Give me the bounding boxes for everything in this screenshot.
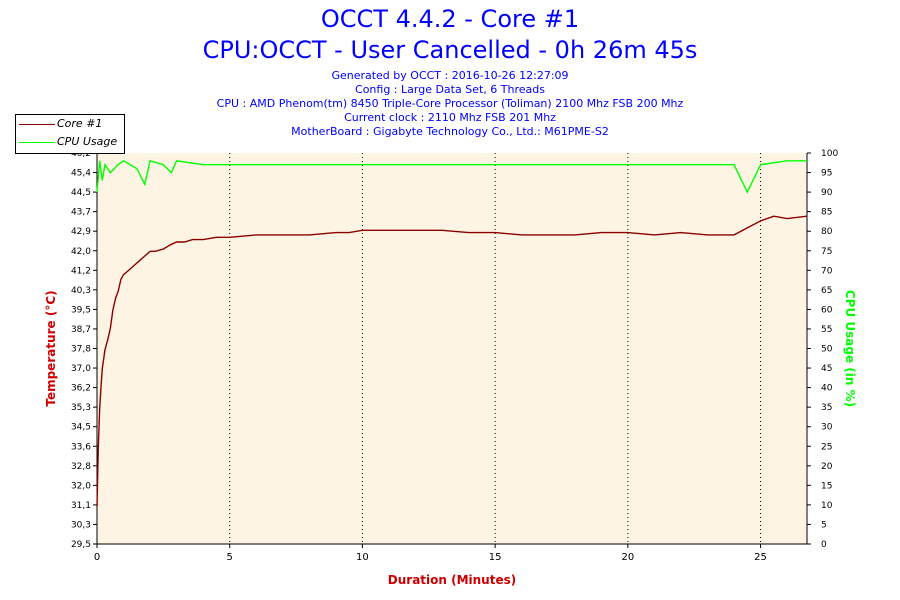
x-tick-label: 10 xyxy=(356,552,369,563)
x-tick-label: 15 xyxy=(489,552,502,563)
y-left-tick-label: 45,4 xyxy=(71,169,91,179)
legend-label-cpu-usage: CPU Usage xyxy=(57,135,118,148)
y-left-tick-label: 33,6 xyxy=(71,442,91,452)
x-tick-label: 0 xyxy=(94,552,100,563)
chart-title-line2: CPU:OCCT - User Cancelled - 0h 26m 45s xyxy=(202,36,698,64)
x-tick-label: 20 xyxy=(621,552,634,563)
x-tick-label: 5 xyxy=(227,552,233,563)
y-right-tick-label: 30 xyxy=(821,423,833,433)
y-right-tick-label: 45 xyxy=(821,364,832,374)
legend-item-core1: Core #1 xyxy=(16,116,124,132)
y-right-tick-label: 40 xyxy=(821,384,833,394)
y-right-tick-label: 75 xyxy=(821,247,832,257)
y-left-tick-label: 29,5 xyxy=(71,540,91,550)
y-right-tick-label: 100 xyxy=(821,149,838,159)
y-left-tick-label: 42,9 xyxy=(71,227,91,237)
y-right-tick-label: 35 xyxy=(821,403,832,413)
plot-area xyxy=(97,153,807,544)
y-right-tick-label: 85 xyxy=(821,208,832,218)
series-line-core1 xyxy=(96,215,808,507)
y-left-axis-label: Temperature (°C) xyxy=(44,290,58,406)
cpu-info: CPU : AMD Phenom(tm) 8450 Triple-Core Pr… xyxy=(216,97,684,110)
x-tick-label: 25 xyxy=(754,552,767,563)
y-left-tick-label: 36,2 xyxy=(71,384,91,394)
y-left-tick-label: 30,3 xyxy=(71,520,91,530)
y-right-tick-label: 5 xyxy=(821,520,827,530)
clock-info: Current clock : 2110 Mhz FSB 201 Mhz xyxy=(344,111,556,124)
y-left-tick-label: 42,0 xyxy=(71,247,91,257)
chart-title-line1: OCCT 4.4.2 - Core #1 xyxy=(320,5,580,33)
y-right-tick-label: 0 xyxy=(821,540,827,550)
config-info: Config : Large Data Set, 6 Threads xyxy=(355,83,545,96)
y-right-tick-label: 55 xyxy=(821,325,832,335)
y-left-tick-label: 35,3 xyxy=(71,403,91,413)
series-line-cpu-usage xyxy=(96,159,807,194)
y-left-tick-label: 32,8 xyxy=(71,462,91,472)
y-right-tick-label: 10 xyxy=(821,501,833,511)
y-right-tick-label: 20 xyxy=(821,462,833,472)
legend-swatch-core1 xyxy=(19,124,55,125)
y-right-axis-label: CPU Usage (in %) xyxy=(843,290,857,407)
legend-item-cpu-usage: CPU Usage xyxy=(16,134,124,150)
legend-label-core1: Core #1 xyxy=(57,117,103,130)
y-left-tick-label: 34,5 xyxy=(71,423,91,433)
y-left-tick-label: 44,5 xyxy=(71,188,91,198)
y-right-tick-label: 65 xyxy=(821,286,832,296)
y-right-tick-label: 50 xyxy=(821,345,833,355)
y-right-tick-label: 90 xyxy=(821,188,833,198)
y-right-tick-label: 25 xyxy=(821,442,832,452)
y-left-tick-label: 32,0 xyxy=(71,481,91,491)
y-right-tick-label: 95 xyxy=(821,169,832,179)
legend-swatch-cpu-usage xyxy=(19,142,55,143)
generated-info: Generated by OCCT : 2016-10-26 12:27:09 xyxy=(331,69,569,82)
y-left-tick-label: 39,5 xyxy=(71,305,91,315)
y-right-tick-label: 70 xyxy=(821,266,833,276)
y-left-tick-label: 31,1 xyxy=(71,501,91,511)
y-left-tick-label: 40,3 xyxy=(71,286,91,296)
motherboard-info: MotherBoard : Gigabyte Technology Co., L… xyxy=(291,125,609,138)
y-left-tick-label: 41,2 xyxy=(71,266,91,276)
y-left-tick-label: 38,7 xyxy=(71,325,91,335)
y-left-tick-label: 46,2 xyxy=(71,149,91,159)
y-right-tick-label: 80 xyxy=(821,227,833,237)
y-right-tick-label: 60 xyxy=(821,305,833,315)
y-left-tick-label: 43,7 xyxy=(71,208,91,218)
chart-legend: Core #1 CPU Usage xyxy=(15,114,125,154)
y-right-tick-label: 15 xyxy=(821,481,832,491)
y-left-tick-label: 37,8 xyxy=(71,345,91,355)
y-left-tick-label: 37,0 xyxy=(71,364,91,374)
x-axis-label: Duration (Minutes) xyxy=(388,573,516,587)
